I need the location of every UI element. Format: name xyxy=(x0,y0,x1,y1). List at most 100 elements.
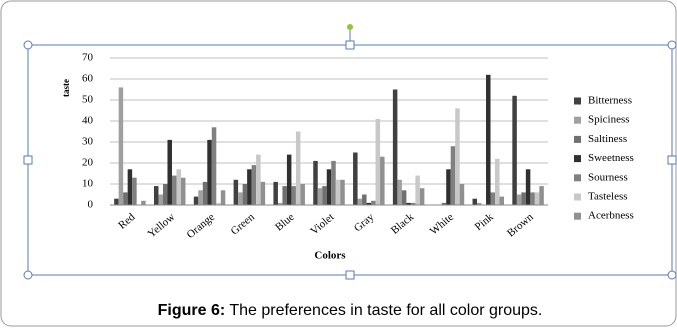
bar xyxy=(499,196,505,205)
bar xyxy=(362,194,367,205)
bar xyxy=(380,156,385,205)
bar xyxy=(242,184,248,205)
bar xyxy=(512,95,517,205)
bar xyxy=(371,200,376,205)
y-tick-label: 10 xyxy=(82,178,94,190)
bar xyxy=(300,184,305,205)
bar xyxy=(193,196,199,205)
bar xyxy=(534,192,540,205)
bar xyxy=(251,165,257,205)
bar xyxy=(167,139,172,205)
bar xyxy=(455,108,460,205)
legend-label: Sourness xyxy=(588,171,628,183)
legend-label: Saltiness xyxy=(588,133,627,145)
bar xyxy=(211,127,217,205)
bar xyxy=(446,169,451,205)
bar xyxy=(198,190,203,205)
bar xyxy=(180,177,186,205)
bar xyxy=(216,202,221,205)
bar xyxy=(247,169,252,205)
bar xyxy=(162,184,168,205)
bar xyxy=(322,186,327,205)
bar xyxy=(158,194,163,205)
bar xyxy=(525,169,531,205)
legend-label: Acerbness xyxy=(588,210,634,222)
y-tick-label: 50 xyxy=(82,94,94,106)
bar xyxy=(340,179,345,205)
legend-swatch xyxy=(574,135,581,143)
bar xyxy=(141,200,146,205)
bar xyxy=(415,175,420,205)
bar xyxy=(220,190,226,205)
legend-swatch xyxy=(574,193,581,201)
y-tick-label: 30 xyxy=(82,136,94,148)
caption: Figure 6: The preferences in taste for a… xyxy=(158,302,543,319)
y-tick-label: 60 xyxy=(82,73,94,85)
bar xyxy=(406,202,411,205)
bar xyxy=(286,154,292,205)
caption-text: The preferences in taste for all color g… xyxy=(229,302,542,319)
bar xyxy=(207,139,212,205)
bar xyxy=(176,169,181,205)
legend-swatch xyxy=(574,116,581,124)
legend-label: Sweetness xyxy=(588,152,634,164)
bar xyxy=(450,146,456,205)
bar xyxy=(313,160,318,205)
y-tick-label: 0 xyxy=(88,199,94,211)
bar xyxy=(238,192,243,205)
bar xyxy=(392,89,398,205)
bar xyxy=(539,186,544,205)
bar xyxy=(273,181,278,205)
handles xyxy=(23,40,677,280)
legend-label: Bitterness xyxy=(588,95,632,107)
bar xyxy=(441,202,447,205)
legend-swatch xyxy=(574,97,581,105)
bar xyxy=(495,158,500,205)
bar xyxy=(202,181,208,205)
x-axis-label: Colors xyxy=(314,250,346,262)
bar xyxy=(366,202,372,205)
legend-swatch xyxy=(574,155,581,163)
y-tick-label: 40 xyxy=(82,115,94,127)
bar xyxy=(132,177,137,205)
bar xyxy=(516,194,522,205)
bar xyxy=(233,179,239,205)
bar xyxy=(486,74,491,205)
bar xyxy=(472,198,478,205)
bar xyxy=(123,192,128,205)
bar xyxy=(353,152,358,205)
bar xyxy=(401,190,407,205)
bar xyxy=(410,202,416,205)
legend-label: Spiciness xyxy=(588,114,630,126)
bar xyxy=(282,186,287,205)
caption-label: Figure 6: xyxy=(158,302,226,319)
bar xyxy=(317,188,323,205)
bar xyxy=(490,192,496,205)
bar xyxy=(118,87,124,205)
bar xyxy=(521,192,526,205)
bar xyxy=(419,188,425,205)
bar xyxy=(260,181,266,205)
bar xyxy=(357,198,363,205)
bar xyxy=(397,179,402,205)
y-tick-label: 70 xyxy=(82,52,94,64)
rotate-handle xyxy=(347,24,353,30)
bar xyxy=(477,202,482,205)
bar xyxy=(331,160,336,205)
bar xyxy=(335,179,341,205)
y-axis-label: taste xyxy=(61,79,71,97)
y-tick-label: 20 xyxy=(82,157,94,169)
legend-swatch xyxy=(574,212,581,220)
bar xyxy=(326,169,332,205)
bar xyxy=(295,131,301,205)
bar xyxy=(530,192,535,205)
bar xyxy=(459,184,465,205)
bar xyxy=(171,175,177,205)
bar xyxy=(277,202,283,205)
legend-swatch xyxy=(574,174,581,182)
bar xyxy=(375,118,381,205)
bar xyxy=(153,186,159,205)
bar xyxy=(127,169,133,205)
